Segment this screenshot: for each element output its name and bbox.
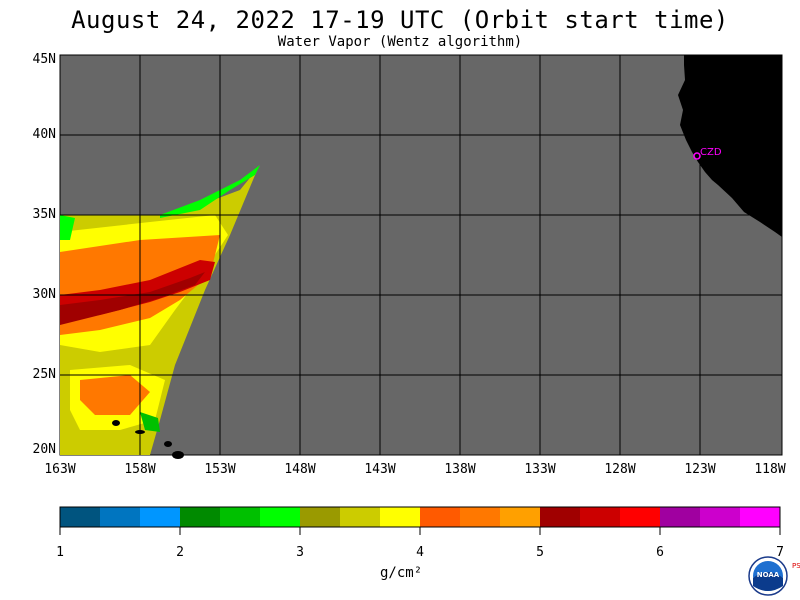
colorbar-segment bbox=[500, 507, 540, 527]
lon-label-153w: 153W bbox=[204, 462, 236, 477]
map-title: August 24, 2022 17-19 UTC (Orbit start t… bbox=[71, 6, 729, 34]
station-marker bbox=[693, 152, 701, 160]
colorbar-segment bbox=[740, 507, 780, 527]
noaa-logo-text: NOAA bbox=[757, 571, 780, 579]
colorbar-ticks bbox=[59, 527, 781, 535]
colorbar-tick-7: 7 bbox=[776, 545, 784, 560]
colorbar-segment bbox=[300, 507, 340, 527]
lon-label-128w: 128W bbox=[604, 462, 636, 477]
lat-label-25n: 25N bbox=[32, 367, 56, 382]
colorbar-tick-1: 1 bbox=[56, 545, 64, 560]
lon-label-123w: 123W bbox=[684, 462, 716, 477]
grid-lines bbox=[60, 55, 782, 455]
noaa-logo: NOAA bbox=[748, 556, 788, 596]
hawaii-islands bbox=[112, 420, 184, 459]
lat-label-40n: 40N bbox=[32, 127, 56, 142]
lon-label-118w: 118W bbox=[754, 462, 786, 477]
colorbar-segment bbox=[140, 507, 180, 527]
lon-label-158w: 158W bbox=[124, 462, 156, 477]
colorbar-segment bbox=[660, 507, 700, 527]
lat-label-35n: 35N bbox=[32, 207, 56, 222]
lon-label-133w: 133W bbox=[524, 462, 556, 477]
colorbar-segment bbox=[700, 507, 740, 527]
colorbar-segment bbox=[620, 507, 660, 527]
lat-label-20n: 20N bbox=[32, 442, 56, 457]
map-subtitle: Water Vapor (Wentz algorithm) bbox=[277, 34, 523, 50]
swath-darkred bbox=[60, 272, 205, 325]
colorbar-tick-2: 2 bbox=[176, 545, 184, 560]
colorbar-tick-6: 6 bbox=[656, 545, 664, 560]
colorbar-segment bbox=[180, 507, 220, 527]
colorbar-segment bbox=[380, 507, 420, 527]
psl-letters: PSL bbox=[792, 562, 800, 570]
colorbar-segment bbox=[460, 507, 500, 527]
lat-label-30n: 30N bbox=[32, 287, 56, 302]
colorbar-segment bbox=[580, 507, 620, 527]
colorbar-tick-3: 3 bbox=[296, 545, 304, 560]
lon-label-148w: 148W bbox=[284, 462, 316, 477]
lon-label-163w: 163W bbox=[44, 462, 76, 477]
colorbar-segment bbox=[420, 507, 460, 527]
colorbar-segment bbox=[260, 507, 300, 527]
colorbar-segment bbox=[100, 507, 140, 527]
swath-left-green bbox=[60, 215, 75, 240]
lon-label-138w: 138W bbox=[444, 462, 476, 477]
colorbar-segment bbox=[340, 507, 380, 527]
station-label: CZD bbox=[700, 147, 722, 158]
colorbar-tick-5: 5 bbox=[536, 545, 544, 560]
colorbar-tick-4: 4 bbox=[416, 545, 424, 560]
water-vapor-swath bbox=[60, 165, 260, 455]
swath-lower-orange bbox=[80, 375, 150, 415]
north-america-land bbox=[678, 55, 782, 237]
colorbar-segment bbox=[60, 507, 100, 527]
swath-south-green bbox=[140, 412, 160, 432]
colorbar-units: g/cm² bbox=[380, 565, 423, 581]
colorbar-segment bbox=[220, 507, 260, 527]
colorbar bbox=[59, 506, 781, 528]
lat-label-45n: 45N bbox=[32, 52, 56, 67]
colorbar-segment bbox=[540, 507, 580, 527]
lon-label-143w: 143W bbox=[364, 462, 396, 477]
swath-green-edge bbox=[160, 165, 260, 218]
